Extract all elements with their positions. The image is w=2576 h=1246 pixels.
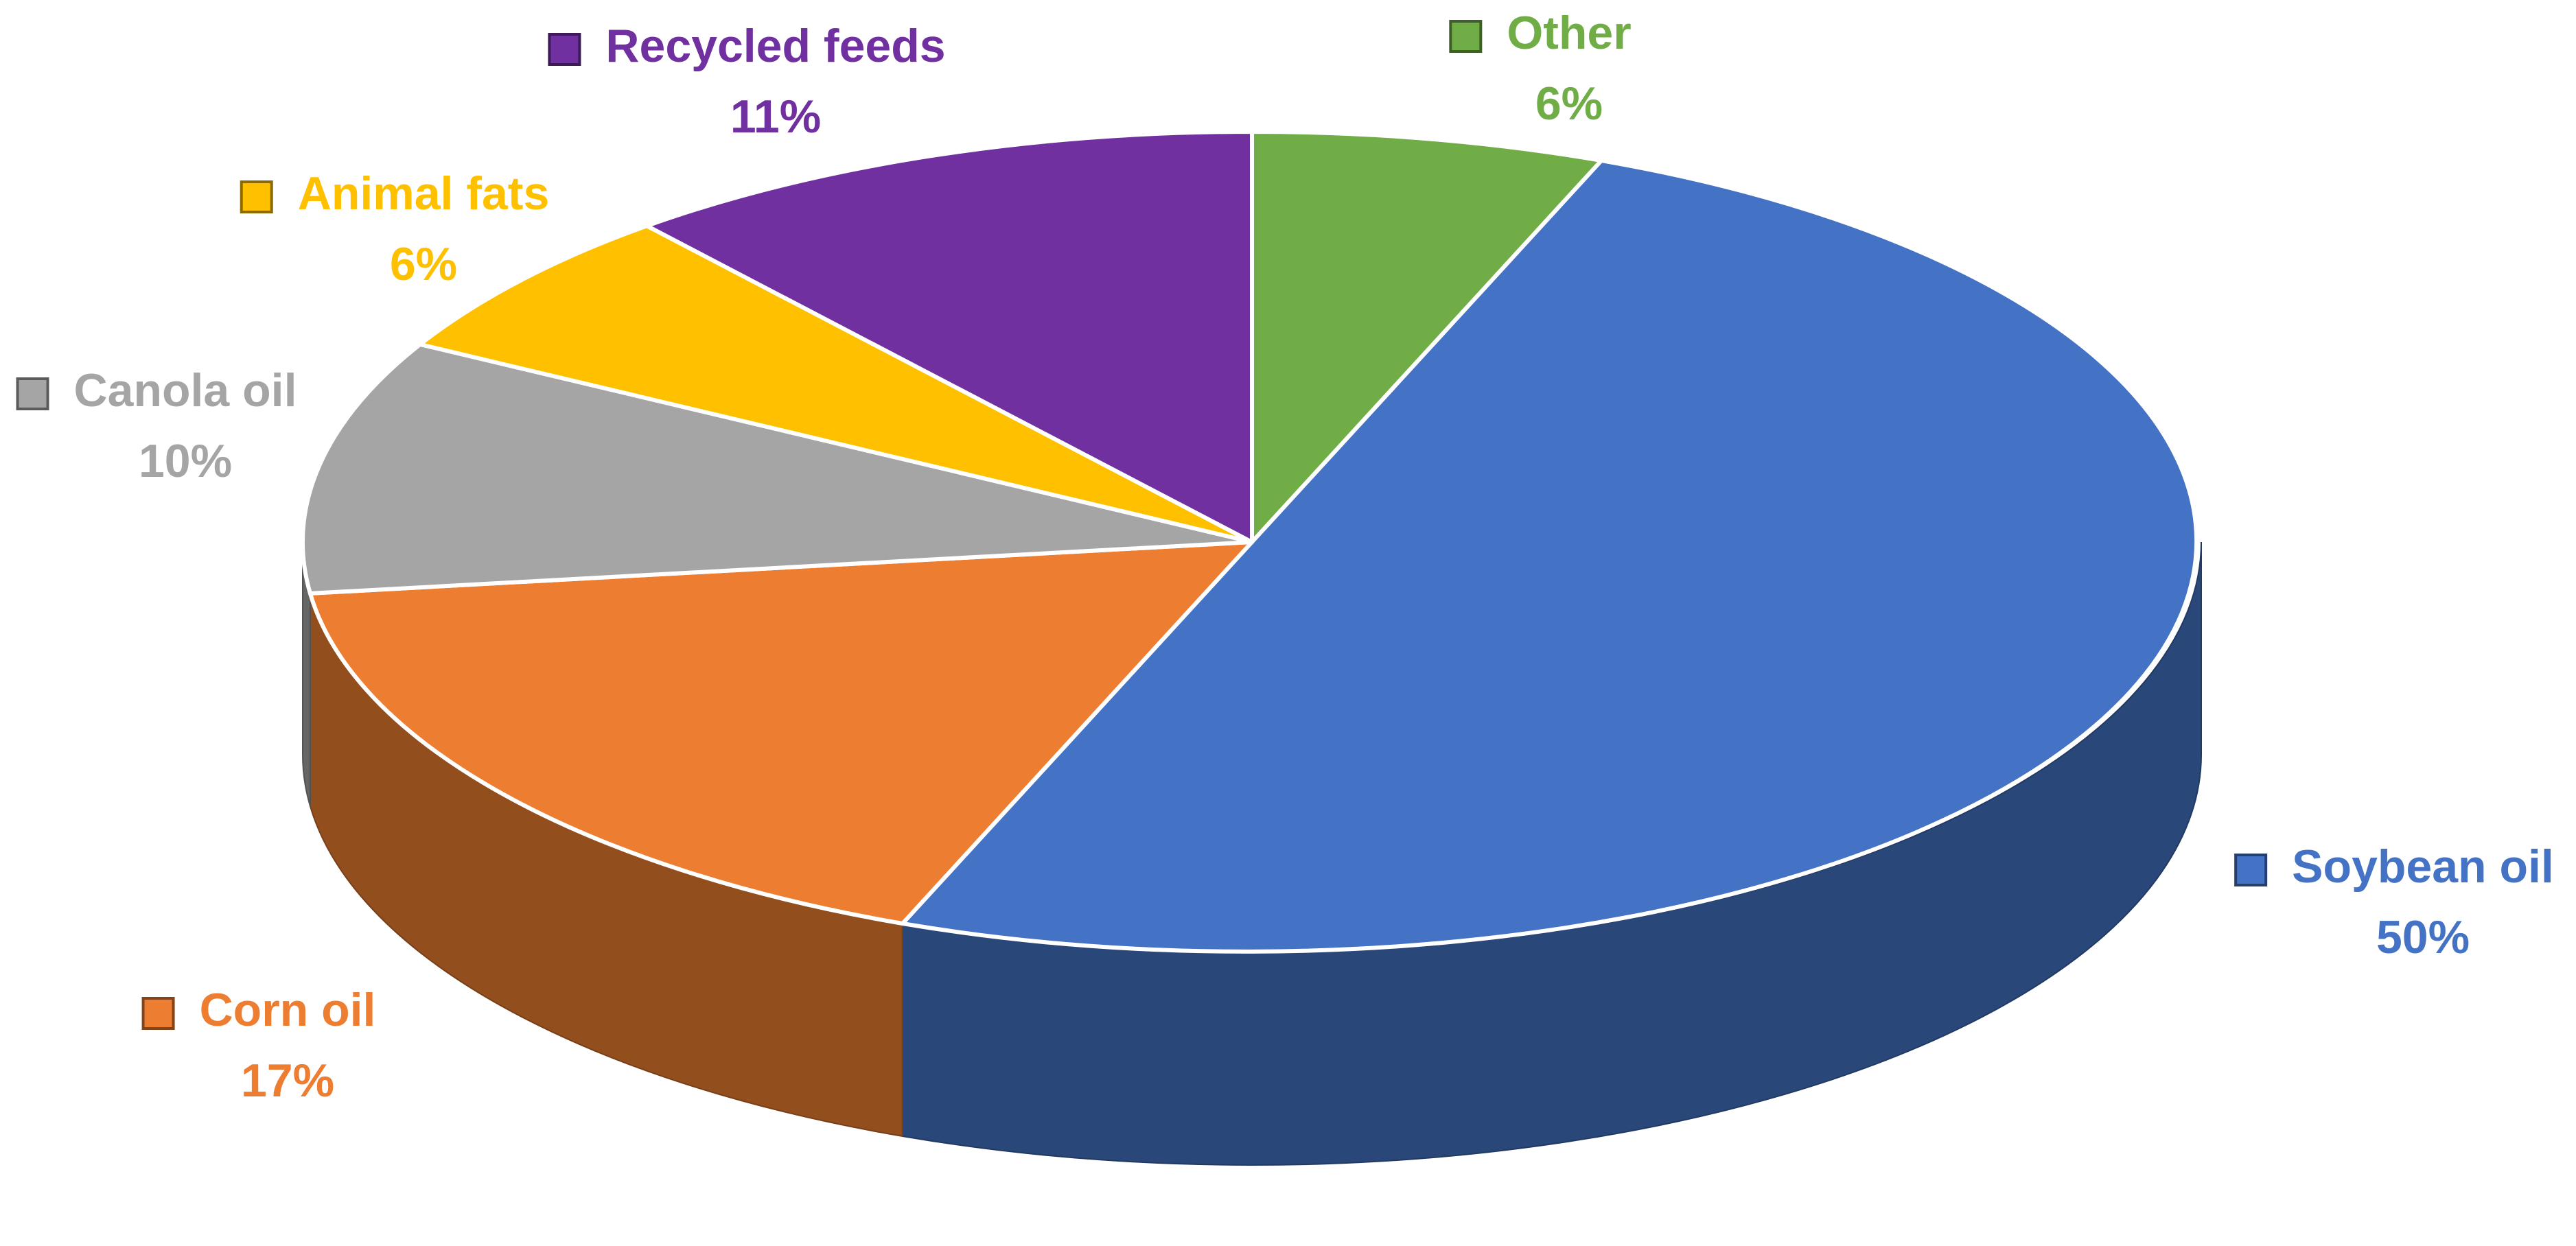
category-label: Animal fats <box>298 167 550 220</box>
legend-marker <box>2234 854 2268 886</box>
value-label: 6% <box>1535 78 1603 130</box>
slice <box>418 224 1254 544</box>
category-label: Soybean oil <box>2292 841 2554 893</box>
value-label: 50% <box>2376 911 2470 963</box>
value-label: 6% <box>390 238 457 290</box>
legend-marker <box>141 997 175 1030</box>
legend-marker <box>548 33 581 66</box>
slice <box>900 158 2199 954</box>
category-label: Canola oil <box>74 364 297 416</box>
slice <box>645 130 1254 544</box>
value-label: 17% <box>241 1055 334 1107</box>
value-label: 10% <box>139 435 232 487</box>
slice <box>301 342 1254 596</box>
legend-marker <box>1449 20 1483 53</box>
value-label: 11% <box>730 91 821 143</box>
slice <box>1250 130 1604 544</box>
category-label: Corn oil <box>200 984 376 1036</box>
category-label: Other <box>1507 7 1631 59</box>
legend-marker <box>16 377 49 410</box>
category-label: Recycled feeds <box>605 20 945 72</box>
slice <box>308 540 1254 926</box>
legend-marker <box>240 180 273 213</box>
